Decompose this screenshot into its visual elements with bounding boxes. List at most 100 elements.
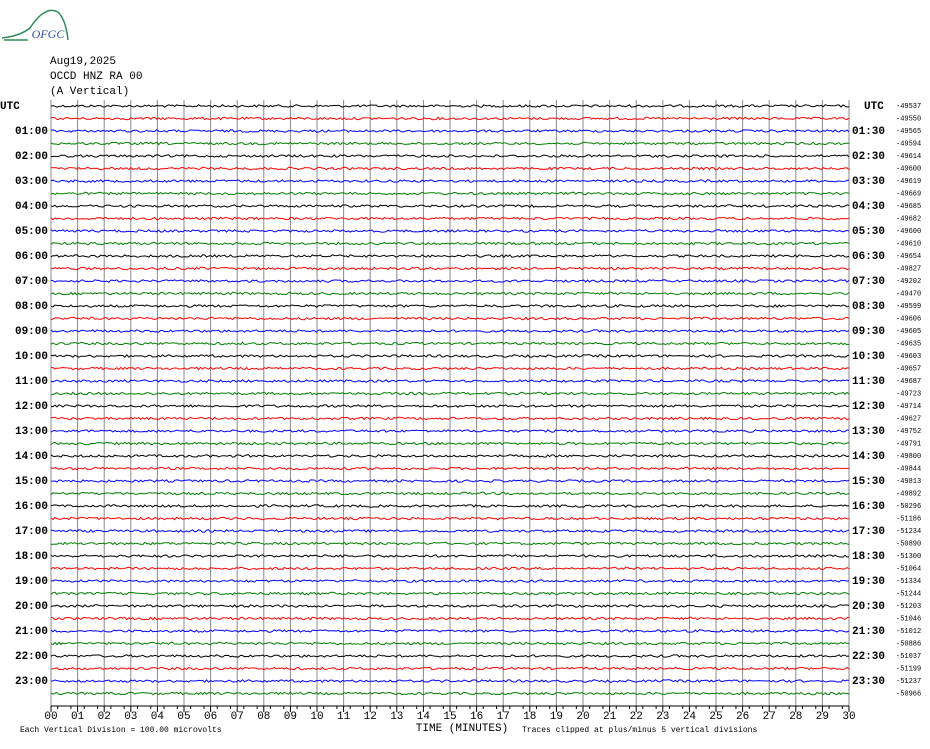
- trace: [50, 254, 850, 258]
- offset-label: -49614: [896, 153, 921, 161]
- offset-label: -51244: [896, 590, 921, 598]
- x-tick-label: 29: [816, 711, 829, 723]
- x-tick-label: 14: [417, 711, 431, 723]
- right-time-label: 22:30: [852, 651, 885, 663]
- trace: [50, 516, 850, 521]
- right-time-label: 09:30: [852, 326, 885, 338]
- offset-label: -49687: [896, 378, 921, 386]
- offset-label: -49752: [896, 428, 921, 436]
- right-time-label: 19:30: [852, 576, 885, 588]
- offset-label: -49606: [896, 315, 921, 323]
- left-time-label: 03:00: [15, 176, 48, 188]
- trace: [50, 379, 850, 383]
- x-tick-label: 22: [630, 711, 643, 723]
- trace: [50, 341, 850, 346]
- x-tick-label: 03: [124, 711, 137, 723]
- offset-label: -49714: [896, 403, 921, 411]
- trace: [50, 466, 850, 471]
- x-tick-label: 06: [204, 711, 217, 723]
- offset-label: -49550: [896, 115, 921, 123]
- left-time-label: 16:00: [15, 501, 48, 513]
- x-tick-label: 17: [497, 711, 510, 723]
- offset-label: -51046: [896, 615, 921, 623]
- trace: [50, 191, 850, 196]
- trace: [50, 554, 849, 558]
- x-tick-label: 05: [177, 711, 190, 723]
- offset-label: -49619: [896, 178, 921, 186]
- trace: [50, 129, 850, 133]
- x-axis-label: TIME (MINUTES): [416, 723, 508, 735]
- offset-label: -50886: [896, 640, 921, 648]
- offset-label: -51334: [896, 578, 921, 586]
- trace: [50, 279, 850, 283]
- offset-label: -49635: [896, 340, 921, 348]
- offset-label: -50890: [896, 540, 921, 548]
- x-tick-label: 12: [364, 711, 377, 723]
- left-time-label: 13:00: [15, 426, 48, 438]
- left-time-label: 02:00: [15, 151, 48, 163]
- right-time-label: 11:30: [852, 376, 885, 388]
- trace: [50, 629, 850, 633]
- trace: [50, 654, 850, 658]
- right-time-label: 08:30: [852, 301, 885, 313]
- x-tick-label: 16: [470, 711, 483, 723]
- trace: [50, 416, 850, 421]
- left-time-label: 23:00: [15, 676, 48, 688]
- offset-label: -50966: [896, 690, 921, 698]
- offset-label: -49791: [896, 440, 921, 448]
- offset-label: -49600: [896, 165, 921, 173]
- offset-label: -49654: [896, 253, 921, 261]
- left-time-label: 15:00: [15, 476, 48, 488]
- right-time-label: 06:30: [852, 251, 885, 263]
- trace: [50, 529, 850, 533]
- offset-label: -49603: [896, 353, 921, 361]
- left-time-label: 09:00: [15, 326, 48, 338]
- offset-label: -49813: [896, 478, 921, 486]
- x-tick-label: 19: [550, 711, 563, 723]
- right-time-label: UTC: [864, 101, 884, 113]
- offset-label: -49537: [896, 103, 921, 111]
- right-time-label: 17:30: [852, 526, 885, 538]
- left-time-label: 14:00: [15, 451, 48, 463]
- offset-label: -51037: [896, 653, 921, 661]
- x-tick-label: 15: [443, 711, 456, 723]
- trace: [50, 666, 850, 671]
- offset-label: -51237: [896, 678, 921, 686]
- x-tick-label: 00: [44, 711, 57, 723]
- trace: [50, 479, 850, 483]
- x-tick-label: 26: [736, 711, 749, 723]
- right-time-label: 18:30: [852, 551, 885, 563]
- trace: [51, 404, 850, 408]
- right-time-label: 05:30: [852, 226, 885, 238]
- offset-label: -51234: [896, 528, 921, 536]
- left-time-label: 22:00: [15, 651, 48, 663]
- x-tick-label: 07: [231, 711, 244, 723]
- scale-note: Each Vertical Division = 100.00 microvol…: [20, 726, 222, 735]
- x-tick-label: 04: [151, 711, 165, 723]
- left-time-label: 17:00: [15, 526, 48, 538]
- offset-label: -49594: [896, 140, 921, 148]
- date: Aug19,2025: [50, 56, 116, 68]
- right-time-label: 12:30: [852, 401, 885, 413]
- trace: [50, 229, 850, 233]
- trace: [50, 691, 850, 696]
- right-time-label: 04:30: [852, 201, 885, 213]
- trace: [50, 391, 850, 396]
- x-tick-label: 30: [842, 711, 855, 723]
- trace: [50, 441, 850, 446]
- right-time-label: 23:30: [852, 676, 885, 688]
- offset-label: -51203: [896, 603, 921, 611]
- offset-label: -49844: [896, 465, 921, 473]
- trace: [50, 316, 850, 321]
- trace: [50, 329, 850, 333]
- trace: [50, 141, 850, 146]
- trace: [50, 366, 850, 371]
- left-time-label: 05:00: [15, 226, 48, 238]
- offset-label: -51199: [896, 665, 921, 673]
- x-tick-label: 01: [71, 711, 85, 723]
- left-time-label: 06:00: [15, 251, 48, 263]
- offset-label: -51064: [896, 565, 921, 573]
- left-time-label: 20:00: [15, 601, 48, 613]
